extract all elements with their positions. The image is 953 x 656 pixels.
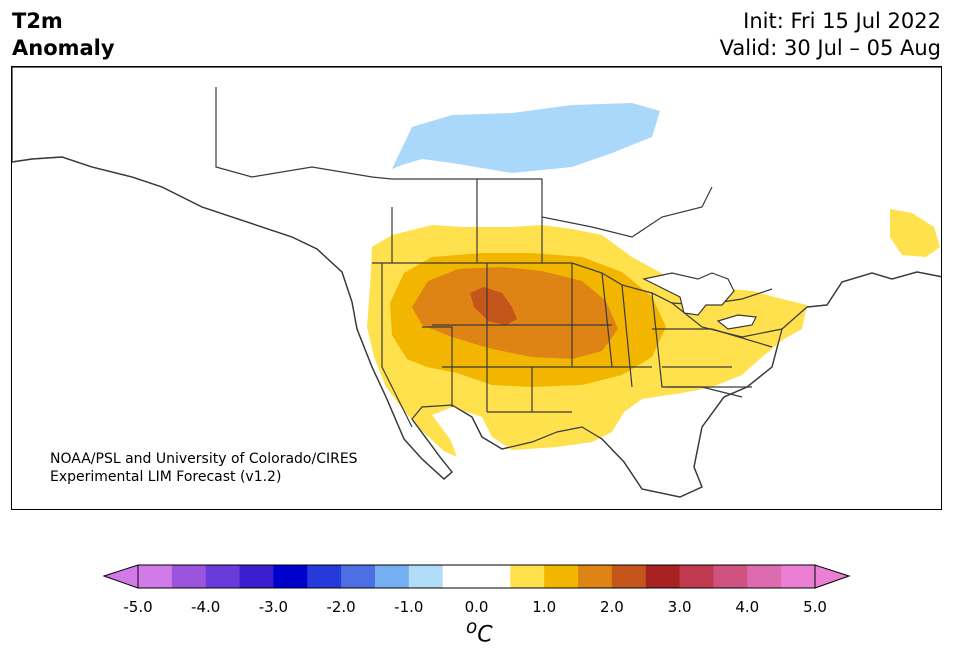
colorbar-right-arrow xyxy=(814,564,851,589)
colorbar-cell xyxy=(408,565,444,588)
colorbar-tick-label: 3.0 xyxy=(667,598,692,616)
colorbar-tick-label: 4.0 xyxy=(735,598,760,616)
init-date: Init: Fri 15 Jul 2022 xyxy=(743,9,941,33)
credit-line-1: NOAA/PSL and University of Colorado/CIRE… xyxy=(50,451,358,467)
colorbar-tick-label: -1.0 xyxy=(394,598,424,616)
colorbar-tick-label: -2.0 xyxy=(326,598,356,616)
colorbar-cell xyxy=(273,565,308,588)
colorbar-cell xyxy=(713,565,748,588)
colorbar-cell xyxy=(138,565,173,588)
colorbar-tick-label: 1.0 xyxy=(532,598,557,616)
colorbar-cell xyxy=(510,565,545,588)
colorbar-cell xyxy=(645,565,681,588)
colorbar-tick-label: -4.0 xyxy=(191,598,221,616)
colorbar-tick-label: 0.0 xyxy=(464,598,489,616)
colorbar-cell xyxy=(781,565,816,588)
colorbar-tick-label: -3.0 xyxy=(258,598,289,616)
colorbar xyxy=(102,564,851,589)
anomaly-shading xyxy=(367,103,940,457)
colorbar-cell xyxy=(341,565,376,588)
colorbar-tick-label: 2.0 xyxy=(599,598,624,616)
colorbar-cell xyxy=(611,565,647,588)
colorbar-cells xyxy=(138,565,816,588)
title-variable: T2m xyxy=(12,9,63,33)
credit-line-2: Experimental LIM Forecast (v1.2) xyxy=(50,469,281,485)
colorbar-cell xyxy=(442,565,477,588)
colorbar-cell xyxy=(476,565,511,588)
anomaly-map: NOAA/PSL and University of Colorado/CIRE… xyxy=(12,67,941,498)
colorbar-cell xyxy=(171,565,207,588)
date-block: Init: Fri 15 Jul 2022 Valid: 30 Jul – 05… xyxy=(720,8,941,62)
colorbar-cell xyxy=(747,565,782,588)
colorbar-cell xyxy=(239,565,274,588)
borders xyxy=(12,87,941,498)
colorbar-cell xyxy=(544,565,579,588)
colorbar-left-arrow xyxy=(102,564,139,589)
great-lakes xyxy=(642,272,757,330)
colorbar-tick-label: 5.0 xyxy=(803,598,827,616)
colorbar-cell xyxy=(374,565,410,588)
colorbar-cell xyxy=(679,565,714,588)
colorbar-cell xyxy=(307,565,342,588)
unit-label: oC xyxy=(466,617,493,648)
title-type: Anomaly xyxy=(12,36,115,60)
colorbar-frame xyxy=(137,564,816,589)
colorbar-tick-label: -5.0 xyxy=(123,598,153,616)
colorbar-cell xyxy=(578,565,613,588)
map-panel: NOAA/PSL and University of Colorado/CIRE… xyxy=(11,66,942,510)
valid-date: Valid: 30 Jul – 05 Aug xyxy=(719,36,941,60)
map-title: T2m Anomaly xyxy=(12,8,115,62)
colorbar-cell xyxy=(205,565,241,588)
